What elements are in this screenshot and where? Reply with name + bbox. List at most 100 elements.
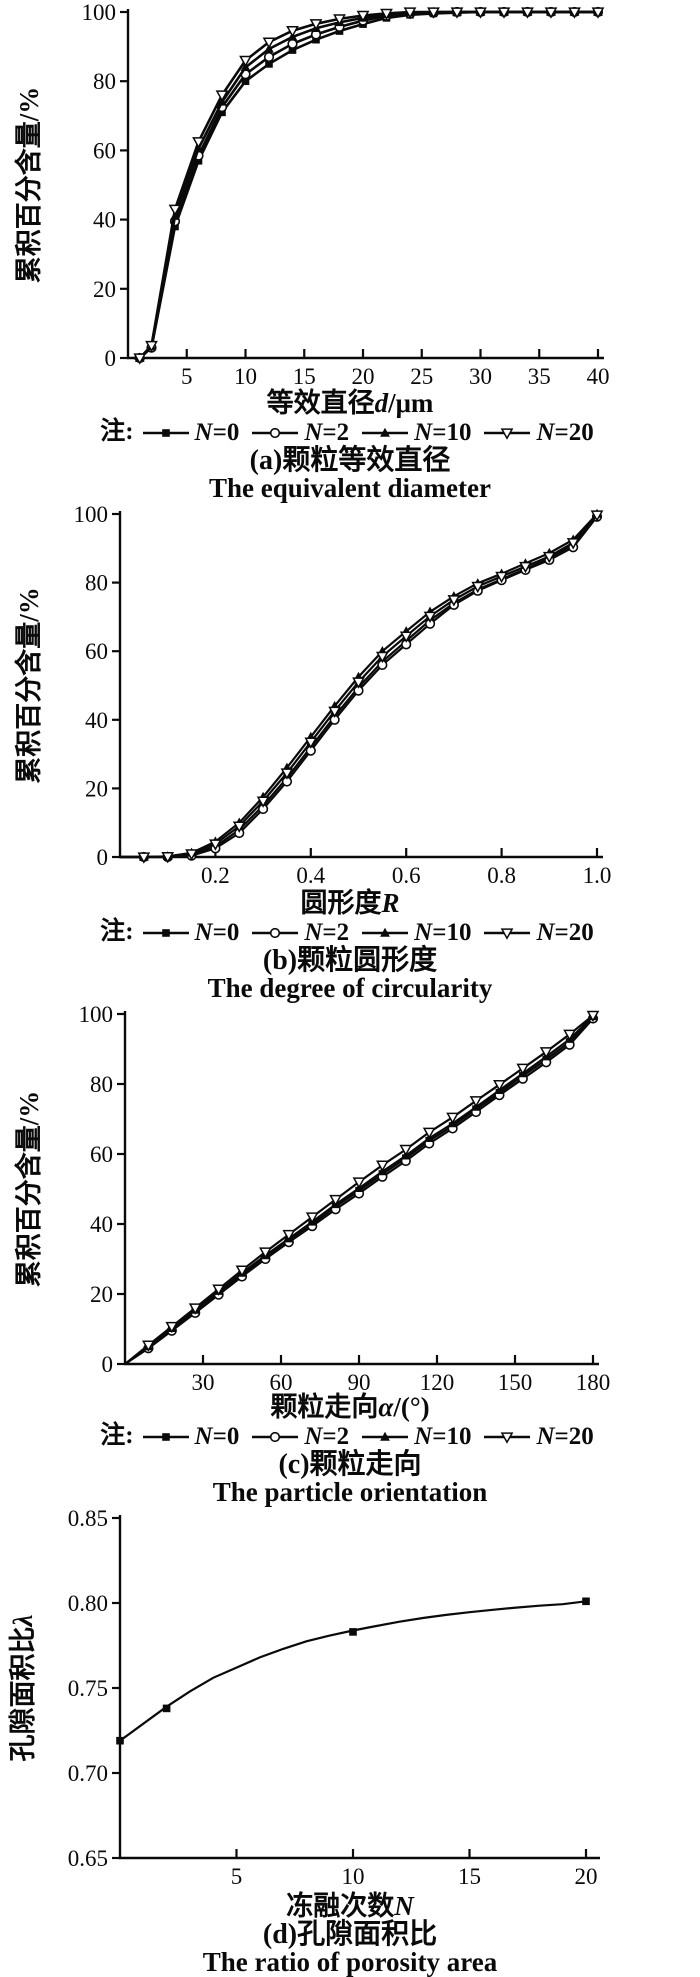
triangle-down-marker (282, 1229, 296, 1242)
series-n20 (124, 1010, 600, 1365)
triangle-down-marker (542, 551, 556, 564)
triangle-down-marker (286, 26, 299, 38)
triangle-down-marker (399, 1144, 413, 1157)
y-axis-label: 孔隙面积比λ (8, 1614, 38, 1761)
y-tick-label: 40 (85, 708, 108, 733)
square-marker (161, 429, 170, 438)
triangle-down-marker (329, 1194, 342, 1207)
chart-d: 0.65 0.70 0.75 0.80 0.85 5 10 15 20 孔隙面积比λ 冻融次数N … (0, 1506, 700, 1976)
x-tick-label: 150 (498, 1370, 533, 1394)
chart-c-caption-en: The particle orientation (212, 1477, 488, 1507)
legend-item-N=20: N =20 (483, 419, 594, 447)
chart-b-x-axis-label: 圆形度R (300, 888, 400, 918)
triangle-down-marker (352, 677, 365, 689)
triangle-down-marker (232, 821, 246, 833)
y-tick-label: 60 (90, 1142, 113, 1167)
x-tick-label: 40 (587, 364, 610, 389)
legend-item-N=10: N =10 (361, 1423, 471, 1451)
square-marker (161, 929, 170, 938)
chart-a-x-axis-label: 等效直径d/μm (266, 388, 434, 418)
y-tick-label: 40 (93, 208, 116, 233)
y-tick-label: 0 (105, 346, 117, 371)
legend-item-N=0: N =0 (142, 919, 239, 947)
triangle-down-marker (422, 1127, 436, 1140)
circle-marker (263, 51, 275, 63)
triangle-up-marker (380, 428, 391, 437)
y-tick-label: 100 (74, 502, 109, 527)
x-tick-label: 0.6 (392, 863, 421, 888)
legend-item-N=2: N =2 (251, 1423, 349, 1451)
chart-b-caption-en: The degree of circularity (207, 973, 493, 1003)
triangle-down-marker (165, 1321, 179, 1334)
square-marker (241, 77, 250, 85)
y-tick-label: 0.80 (68, 1591, 108, 1616)
square-marker (288, 46, 297, 54)
series-line (133, 10, 598, 360)
legend-item-N=2: N =2 (251, 419, 349, 447)
y-tick-label: 20 (90, 1282, 113, 1307)
triangle-filled-legend-icon (362, 928, 409, 937)
chart-b: 0 20 40 60 80 100 0.2 0.4 0.6 0.8 1.0 累积百分含量/% 圆形度R… (0, 502, 700, 1002)
triangle-down-marker (427, 7, 440, 19)
x-tick-label: 10 (234, 364, 257, 389)
triangle-down-marker (586, 1010, 600, 1023)
y-tick-label: 80 (85, 571, 108, 596)
y-tick-label: 100 (79, 1002, 114, 1027)
x-tick-label: 25 (410, 364, 433, 389)
series-line (133, 10, 598, 360)
axes: 0.65 0.70 0.75 0.80 0.85 5 10 15 20 (68, 1506, 600, 1886)
triangle-down-marker (262, 37, 276, 49)
triangle-down-marker (280, 768, 294, 780)
circle-open-legend-icon (252, 928, 299, 939)
square-marker (218, 108, 226, 117)
triangle-down-marker (328, 706, 342, 718)
chart-c-x-axis-label: 颗粒走向α/(°) (270, 1392, 430, 1422)
x-tick-label: 0.2 (201, 863, 230, 888)
y-tick-label: 60 (93, 138, 116, 163)
chart-d-plot: 0.65 0.70 0.75 0.80 0.85 5 10 15 20 孔隙面积比λ (8, 1506, 600, 1886)
y-tick-label: 0 (97, 845, 109, 870)
triangle-down-marker (168, 204, 182, 216)
square-marker (312, 35, 320, 44)
triangle-down-marker (188, 1303, 202, 1315)
circle-open-legend-icon (252, 428, 299, 439)
series-line (133, 10, 598, 360)
triangle-down-marker (474, 7, 487, 19)
triangle-down-marker (591, 7, 605, 19)
triangle-down-marker (239, 55, 252, 68)
triangle-down-marker (256, 796, 270, 808)
y-tick-label: 80 (93, 69, 116, 94)
triangle-down-marker (212, 1284, 225, 1296)
triangle-down-marker (333, 14, 346, 26)
x-tick-label: 90 (348, 1370, 371, 1394)
triangle-down-marker (450, 7, 464, 19)
axes: 0 20 40 60 80 100 5 10 15 20 25 30 35 40 (82, 0, 610, 389)
legend-item-N=2: N =2 (251, 919, 349, 947)
triangle-down-open-legend-icon (484, 1432, 531, 1444)
triangle-down-marker (493, 1080, 506, 1092)
x-tick-label: 180 (576, 1370, 611, 1394)
y-tick-label: 40 (90, 1212, 113, 1237)
triangle-down-marker (501, 1432, 514, 1444)
triangle-down-marker (471, 581, 485, 594)
circle-marker (270, 428, 281, 439)
legend-item-N=10: N =10 (361, 919, 471, 947)
triangle-down-marker (142, 1340, 155, 1352)
series-n2 (133, 6, 604, 364)
triangle-filled-legend-icon (362, 1432, 409, 1441)
triangle-down-marker (161, 852, 175, 864)
chart-a-caption-cn: (a)颗粒等效直径 (249, 445, 451, 476)
chart-d-x-axis-label: 冻融次数N (286, 1891, 414, 1921)
triangle-down-marker (133, 353, 147, 365)
triangle-down-marker (376, 1160, 389, 1172)
triangle-down-marker (185, 849, 198, 861)
y-axis-label: 累积百分含量/% (13, 587, 44, 784)
y-tick-label: 0.75 (68, 1676, 108, 1701)
triangle-down-marker (235, 1265, 249, 1277)
triangle-down-marker (192, 137, 205, 149)
triangle-down-marker (403, 7, 417, 19)
legend-note-prefix: 注: (100, 1422, 134, 1449)
circle-marker (270, 1432, 281, 1443)
x-tick-label: 5 (231, 1864, 243, 1886)
y-tick-label: 0.70 (68, 1761, 108, 1786)
